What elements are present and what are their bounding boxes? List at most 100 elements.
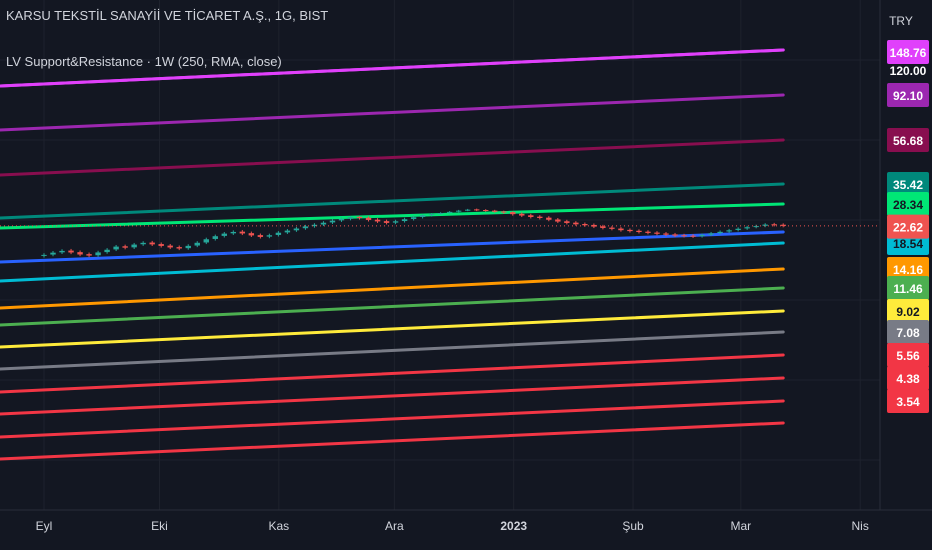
price-badge-label: 9.02 [896, 305, 920, 319]
symbol-title[interactable]: KARSU TEKSTİL SANAYİİ VE TİCARET A.Ş., 1… [6, 8, 328, 23]
candle-body [771, 224, 777, 226]
candle-body [77, 252, 83, 255]
x-tick-label[interactable]: Mar [731, 519, 752, 533]
price-badge [887, 389, 929, 413]
level-line-14 [0, 399, 785, 439]
candle-body [735, 228, 741, 230]
x-tick-label[interactable]: Nis [852, 519, 869, 533]
candle-body [744, 227, 750, 229]
candle-body [248, 233, 255, 236]
candle-body [446, 211, 453, 213]
price-badge [887, 343, 929, 367]
candle-body [501, 211, 507, 213]
x-tick-label[interactable]: Ara [385, 519, 404, 533]
price-badge [887, 257, 929, 281]
candle-body [492, 210, 498, 212]
level-line-4 [0, 182, 785, 220]
candle-body [609, 227, 615, 229]
candle-body [455, 210, 462, 212]
candle-body [383, 221, 390, 223]
price-badge-label: 28.34 [893, 198, 923, 212]
candle-body [780, 224, 786, 226]
x-tick-label[interactable]: Eki [151, 519, 168, 533]
price-badge [887, 83, 929, 107]
candle-body [266, 235, 273, 237]
last-price-badge [887, 214, 929, 239]
candle-body [221, 233, 227, 236]
candle-body [464, 209, 471, 211]
price-badge [887, 40, 929, 64]
indicator-legend[interactable]: LV Support&Resistance · 1W (250, RMA, cl… [6, 54, 282, 69]
level-line-5 [0, 202, 785, 230]
price-badge-label: 35.42 [893, 178, 923, 192]
candle-body [122, 246, 128, 248]
level-line-12 [0, 353, 785, 394]
candle-body [672, 234, 678, 236]
candle-body [582, 224, 588, 226]
price-badge [887, 299, 929, 323]
candle-body [419, 215, 426, 217]
last-price-label: 22.62 [893, 221, 923, 235]
price-badge-label: 120.00 [890, 64, 927, 78]
price-badge-label: 18.54 [893, 237, 923, 251]
candlesticks [41, 208, 786, 258]
candle-body [708, 233, 714, 235]
candle-body [104, 249, 110, 253]
candle-body [212, 236, 218, 239]
candle-body [636, 230, 642, 233]
x-tick-label[interactable]: Kas [269, 519, 290, 533]
level-line-3 [0, 138, 785, 177]
candle-body [320, 222, 327, 225]
price-badge [887, 172, 929, 196]
price-badge-label: 56.68 [893, 134, 923, 148]
candle-body [86, 254, 92, 256]
level-line-1 [0, 48, 785, 88]
price-badge-label: 92.10 [893, 89, 923, 103]
candle-body [753, 226, 759, 228]
candle-body [41, 254, 47, 256]
candle-body [483, 210, 489, 212]
candle-body [68, 250, 74, 253]
candle-body [681, 235, 687, 237]
candle-body [528, 215, 534, 217]
candle-body [113, 246, 119, 250]
candle-body [311, 224, 318, 227]
candle-body [203, 239, 209, 243]
currency-label: TRY [889, 14, 913, 28]
candle-body [762, 224, 768, 226]
price-badge-label: 5.56 [896, 349, 920, 363]
candle-body [699, 234, 705, 237]
candle-body [573, 222, 579, 225]
candle-body [546, 217, 552, 220]
candle-body [239, 231, 246, 234]
candle-body [645, 231, 651, 233]
candle-body [555, 219, 561, 222]
level-line-2 [0, 93, 785, 132]
support-resistance-levels [0, 48, 785, 461]
candle-body [131, 244, 137, 248]
candle-body [591, 224, 597, 227]
level-line-8 [0, 267, 785, 310]
candle-body [519, 213, 525, 216]
price-badge [887, 128, 929, 152]
level-line-6 [0, 230, 785, 264]
price-axis[interactable]: 148.7692.1056.6835.4228.3421.2618.5414.1… [887, 40, 929, 413]
x-tick-label[interactable]: Şub [622, 519, 644, 533]
time-axis[interactable]: Eyl Eki Kas Ara 2023 Şub Mar Nis [36, 519, 869, 533]
candle-body [230, 231, 237, 234]
candle-body [59, 250, 65, 253]
x-tick-label[interactable]: 2023 [500, 519, 527, 533]
candle-body [356, 216, 363, 219]
candle-body [347, 217, 354, 219]
candle-body [140, 242, 146, 245]
x-tick-label[interactable]: Eyl [36, 519, 53, 533]
price-badge [887, 192, 929, 216]
candle-body [618, 228, 624, 231]
candle-body [401, 219, 408, 222]
candle-body [185, 245, 191, 249]
level-line-11 [0, 330, 785, 371]
price-badge-label: 3.54 [896, 395, 920, 409]
candle-body [158, 244, 164, 246]
